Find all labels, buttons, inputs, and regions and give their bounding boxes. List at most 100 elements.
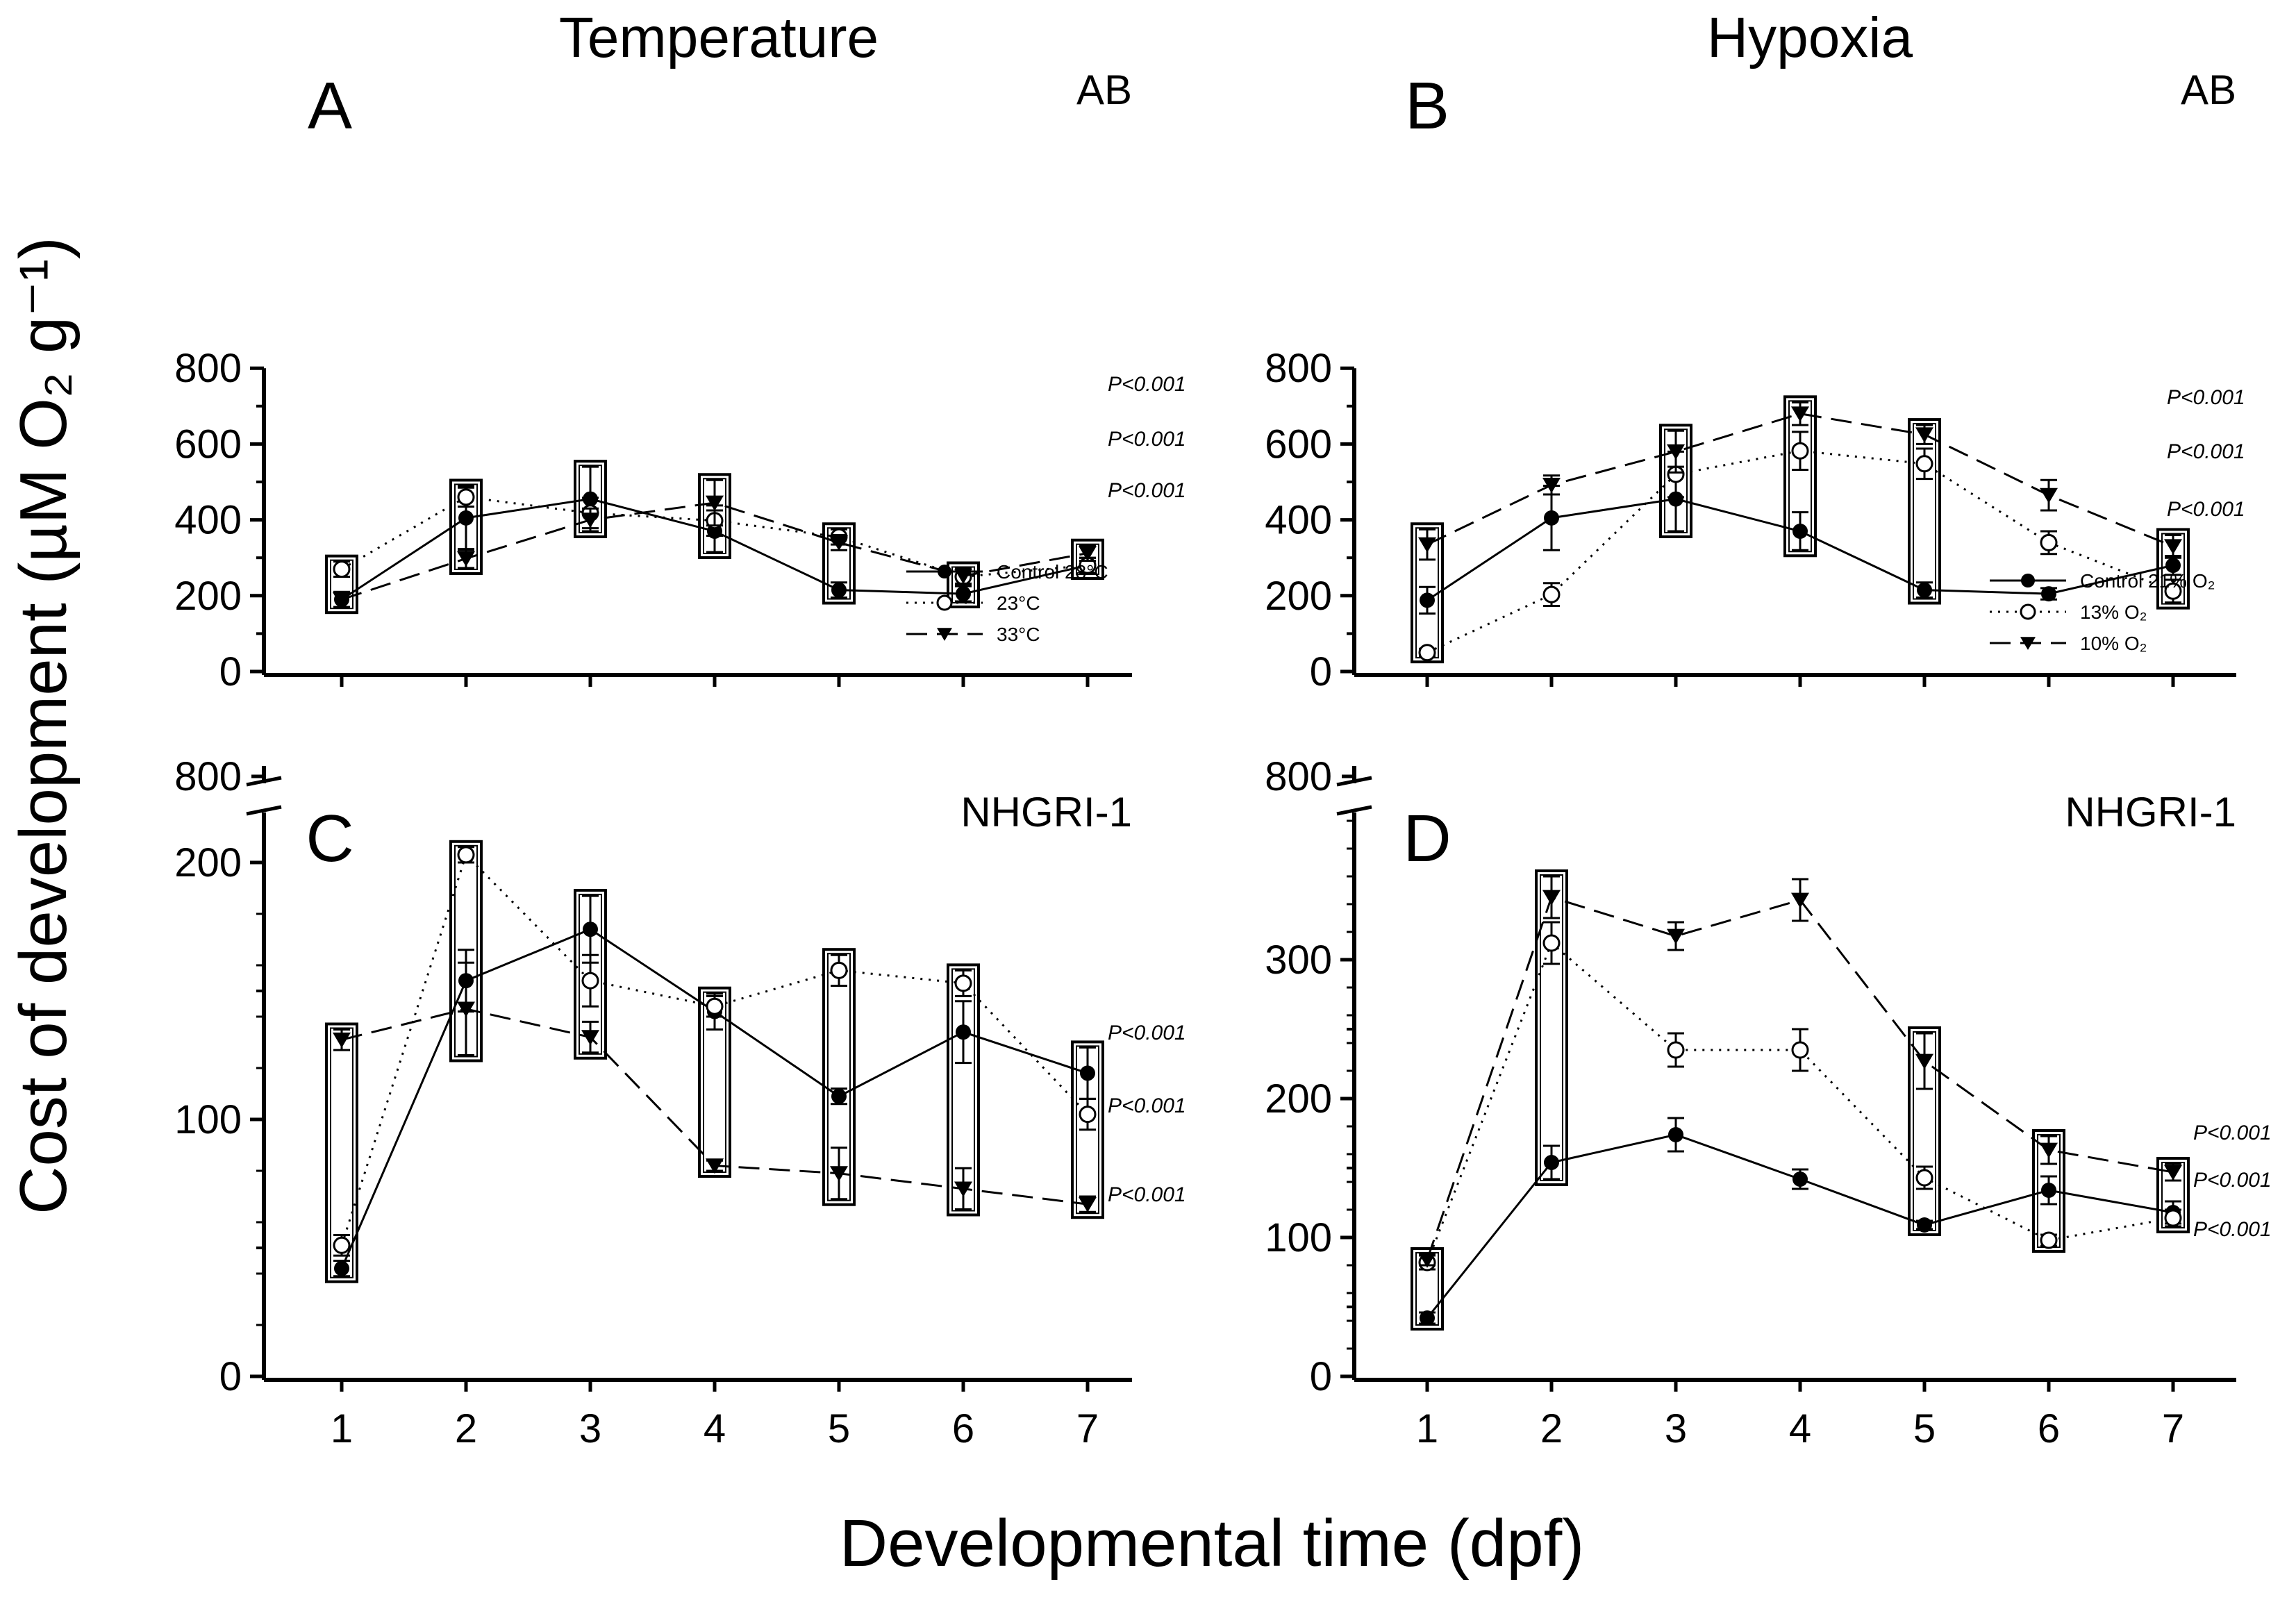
panel-letter: B bbox=[1405, 69, 1449, 143]
significance-box bbox=[325, 554, 358, 615]
significance-box bbox=[947, 561, 980, 608]
significance-box bbox=[1411, 1247, 1444, 1331]
data-point-open-circle bbox=[1791, 442, 1809, 460]
strain-label: AB bbox=[1076, 67, 1132, 113]
y-tick-label: 300 bbox=[1265, 937, 1332, 983]
data-point-filled-triangle bbox=[333, 1032, 351, 1048]
x-tick-label: 4 bbox=[704, 1406, 726, 1451]
panel-letter: A bbox=[308, 69, 352, 143]
y-tick-label: 100 bbox=[1265, 1215, 1332, 1260]
column-title-hypoxia: Hypoxia bbox=[1707, 6, 1913, 69]
data-point-open-circle bbox=[457, 488, 475, 506]
data-point-filled-triangle bbox=[706, 495, 724, 511]
significance-box-inner bbox=[454, 844, 478, 1058]
data-point-filled-triangle bbox=[457, 1001, 475, 1017]
y-tick-label: 800 bbox=[1265, 346, 1332, 391]
y-tick-label: 200 bbox=[174, 840, 242, 885]
significance-box-inner bbox=[1913, 423, 1936, 600]
data-point-filled-triangle bbox=[1915, 427, 1933, 443]
p-value-label: P<0.001 bbox=[1108, 1094, 1186, 1117]
series-line-3 bbox=[341, 1008, 1088, 1206]
data-point-open-circle bbox=[2164, 1209, 2182, 1227]
x-tick-label: 1 bbox=[331, 1406, 353, 1451]
y-tick-label: 0 bbox=[219, 1354, 242, 1399]
data-point-filled-triangle bbox=[1791, 406, 1809, 422]
y-tick-label: 800 bbox=[174, 346, 242, 391]
significance-box-inner bbox=[951, 968, 975, 1212]
data-point-filled-triangle bbox=[1915, 1053, 1933, 1069]
data-point-filled-triangle bbox=[1542, 477, 1561, 494]
legend-label: 10% O₂ bbox=[2080, 633, 2147, 654]
data-point-open-circle bbox=[333, 1236, 351, 1254]
legend-marker-open-circle bbox=[936, 594, 953, 611]
significance-box bbox=[2032, 1129, 2065, 1253]
data-point-filled-circle bbox=[1917, 582, 1932, 598]
significance-box-inner bbox=[703, 478, 726, 555]
legend-marker-filled-triangle bbox=[2020, 637, 2036, 650]
x-tick-label: 6 bbox=[2038, 1406, 2060, 1451]
data-point-filled-circle bbox=[1544, 510, 1559, 526]
significance-box bbox=[325, 1022, 358, 1283]
data-point-filled-circle bbox=[1792, 523, 1808, 539]
data-point-filled-circle bbox=[2041, 1183, 2056, 1198]
significance-box-inner bbox=[330, 559, 353, 610]
data-point-filled-triangle bbox=[1079, 546, 1097, 562]
data-point-open-circle bbox=[1791, 1041, 1809, 1059]
data-point-filled-triangle bbox=[954, 569, 972, 585]
y-tick-label: 0 bbox=[1310, 1354, 1332, 1399]
data-point-open-circle bbox=[2164, 582, 2182, 600]
data-point-open-circle bbox=[1542, 934, 1561, 952]
series-line-2 bbox=[340, 853, 1089, 1246]
y-tick-label: 200 bbox=[1265, 574, 1332, 619]
legend-marker-filled-circle bbox=[938, 565, 951, 578]
data-point-filled-circle bbox=[1668, 1127, 1683, 1142]
data-point-filled-triangle bbox=[2164, 1165, 2182, 1181]
data-point-open-circle bbox=[1079, 1106, 1097, 1124]
data-point-filled-circle bbox=[831, 1088, 847, 1104]
data-point-filled-triangle bbox=[1418, 1252, 1436, 1268]
significance-box bbox=[822, 948, 856, 1206]
significance-box bbox=[698, 986, 731, 1178]
data-point-filled-circle bbox=[583, 922, 598, 937]
panel-d: 800 0 100 200 300 1 2 3 4 5 6 7 D NHGRI-1 P<0.001 P<0.0… bbox=[1265, 754, 2271, 1451]
significance-box bbox=[1535, 869, 1568, 1186]
x-tick-label: 3 bbox=[1665, 1406, 1687, 1451]
data-point-open-circle bbox=[954, 974, 972, 992]
data-point-filled-circle bbox=[956, 586, 971, 602]
significance-box bbox=[449, 840, 483, 1062]
significance-box-inner bbox=[1076, 1045, 1099, 1215]
panel-c: 800 0 100 200 1 2 3 4 5 6 7 C NHGRI-1 P<0.001 P<0.001 P… bbox=[174, 754, 1186, 1451]
data-point-filled-triangle bbox=[1667, 928, 1685, 944]
significance-box-inner bbox=[827, 527, 851, 600]
data-point-filled-triangle bbox=[830, 1166, 848, 1182]
p-value-label: P<0.001 bbox=[2167, 440, 2245, 463]
data-point-open-circle bbox=[333, 560, 351, 578]
panel-a: 0 200 400 600 800 A AB P<0.001 P<0.001 P<0.001 Con… bbox=[174, 67, 1186, 694]
series-line-2 bbox=[1426, 941, 2174, 1263]
y-tick-label: 400 bbox=[174, 498, 242, 543]
significance-box-inner bbox=[1540, 874, 1563, 1181]
p-value-label: P<0.001 bbox=[1108, 1183, 1186, 1206]
y-tick-label: 800 bbox=[174, 754, 242, 799]
data-point-filled-triangle bbox=[2040, 487, 2058, 503]
y-tick-label: 400 bbox=[1265, 498, 1332, 543]
data-point-open-circle bbox=[2040, 1231, 2058, 1249]
data-point-filled-triangle bbox=[1791, 892, 1809, 908]
legend-label: 13% O₂ bbox=[2080, 601, 2147, 623]
p-value-label: P<0.001 bbox=[1108, 479, 1186, 502]
significance-box-inner bbox=[330, 1027, 353, 1278]
data-point-filled-circle bbox=[1917, 1217, 1932, 1233]
data-point-filled-triangle bbox=[706, 1158, 724, 1174]
significance-box bbox=[1783, 395, 1817, 558]
x-tick-label: 5 bbox=[1913, 1406, 1936, 1451]
series-line-1 bbox=[1426, 1133, 2174, 1319]
legend-label: 23°C bbox=[997, 592, 1040, 614]
data-point-open-circle bbox=[1915, 455, 1933, 473]
data-point-filled-circle bbox=[1420, 592, 1435, 608]
data-point-filled-circle bbox=[1420, 1310, 1435, 1326]
data-point-filled-triangle bbox=[333, 592, 351, 608]
significance-box-inner bbox=[454, 483, 478, 570]
y-tick-label: 800 bbox=[1265, 754, 1332, 799]
data-point-open-circle bbox=[1418, 644, 1436, 662]
